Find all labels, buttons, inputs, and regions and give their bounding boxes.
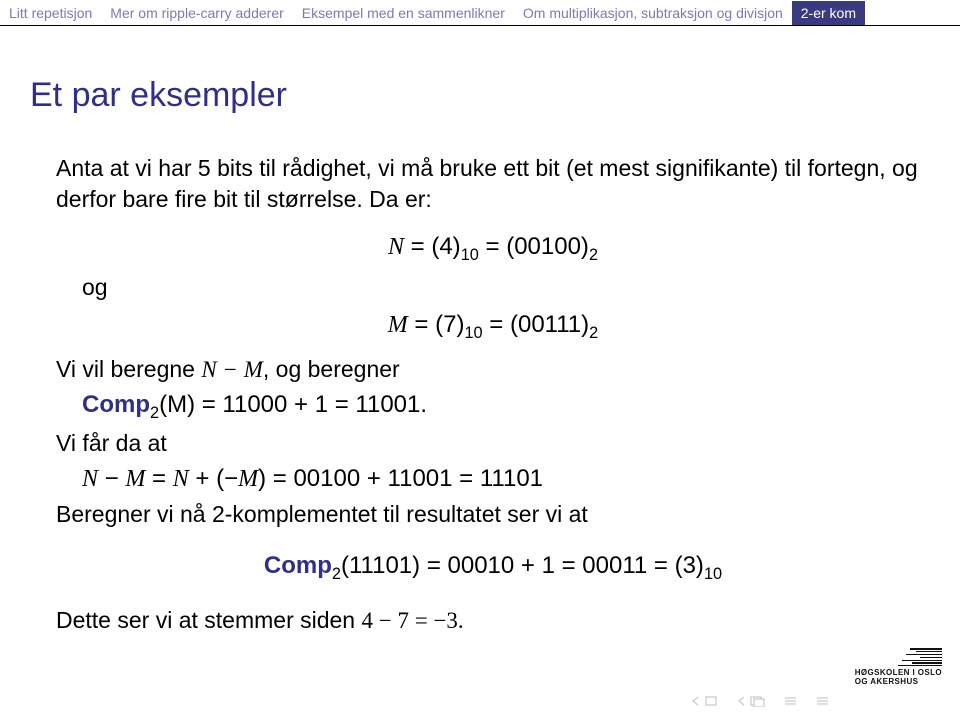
nav-lines-2[interactable] [816, 696, 830, 706]
nav-prev-frame-icon [704, 695, 718, 707]
nav-tab-sammenlikner[interactable]: Eksempel med en sammenlikner [293, 1, 514, 25]
top-navbar: Litt repetisjon Mer om ripple-carry adde… [0, 0, 960, 26]
slide-content: Et par eksempler Anta at vi har 5 bits t… [0, 26, 960, 636]
nav-tab-multiplikasjon[interactable]: Om multiplikasjon, subtraksjon og divisj… [514, 1, 792, 25]
nav-lines-1[interactable] [784, 696, 798, 706]
nav-prev-section[interactable] [736, 695, 766, 707]
nav-tab-2er-kom[interactable]: 2-er kom [792, 1, 865, 25]
nav-prev-icon [736, 696, 748, 706]
nav-section-icon [750, 695, 766, 707]
logo-text-2: OG AKERSHUS [855, 678, 942, 687]
nav-tab-ripple-carry[interactable]: Mer om ripple-carry adderer [101, 1, 293, 25]
slide-title: Et par eksempler [30, 76, 930, 115]
slide-body: Anta at vi har 5 bits til rådighet, vi m… [30, 153, 930, 636]
paragraph-intro: Anta at vi har 5 bits til rådighet, vi m… [56, 153, 930, 215]
nav-tab-repetisjon[interactable]: Litt repetisjon [0, 1, 101, 25]
paragraph-conclusion: Dette ser vi at stemmer siden 4 − 7 = −3… [56, 605, 930, 636]
equation-n: N = (4)10 = (00100)2 [56, 231, 930, 266]
paragraph-vifar: Vi får da at [56, 428, 930, 459]
equation-comp-result: Comp2(11101) = 00010 + 1 = 00011 = (3)10 [56, 550, 930, 585]
nav-lines-icon-2 [816, 696, 830, 706]
equation-n-minus-m: N − M = N + (−M) = 00100 + 11001 = 11101 [56, 463, 930, 495]
beamer-nav-icons [690, 695, 830, 707]
equation-m: M = (7)10 = (00111)2 [56, 309, 930, 344]
paragraph-beregne: Vi vil beregne N − M, og beregner [56, 354, 930, 385]
paragraph-2komp: Beregner vi nå 2-komplementet til result… [56, 499, 930, 530]
nav-first-prev[interactable] [690, 695, 718, 707]
institution-logo: HØGSKOLEN I OSLO OG AKERSHUS [855, 648, 942, 687]
og-connector: og [56, 272, 930, 303]
nav-lines-icon [784, 696, 798, 706]
nav-first-icon [690, 696, 702, 706]
equation-comp-m: Comp2(M) = 11000 + 1 = 11001. [56, 389, 930, 424]
logo-graphic [855, 648, 942, 666]
